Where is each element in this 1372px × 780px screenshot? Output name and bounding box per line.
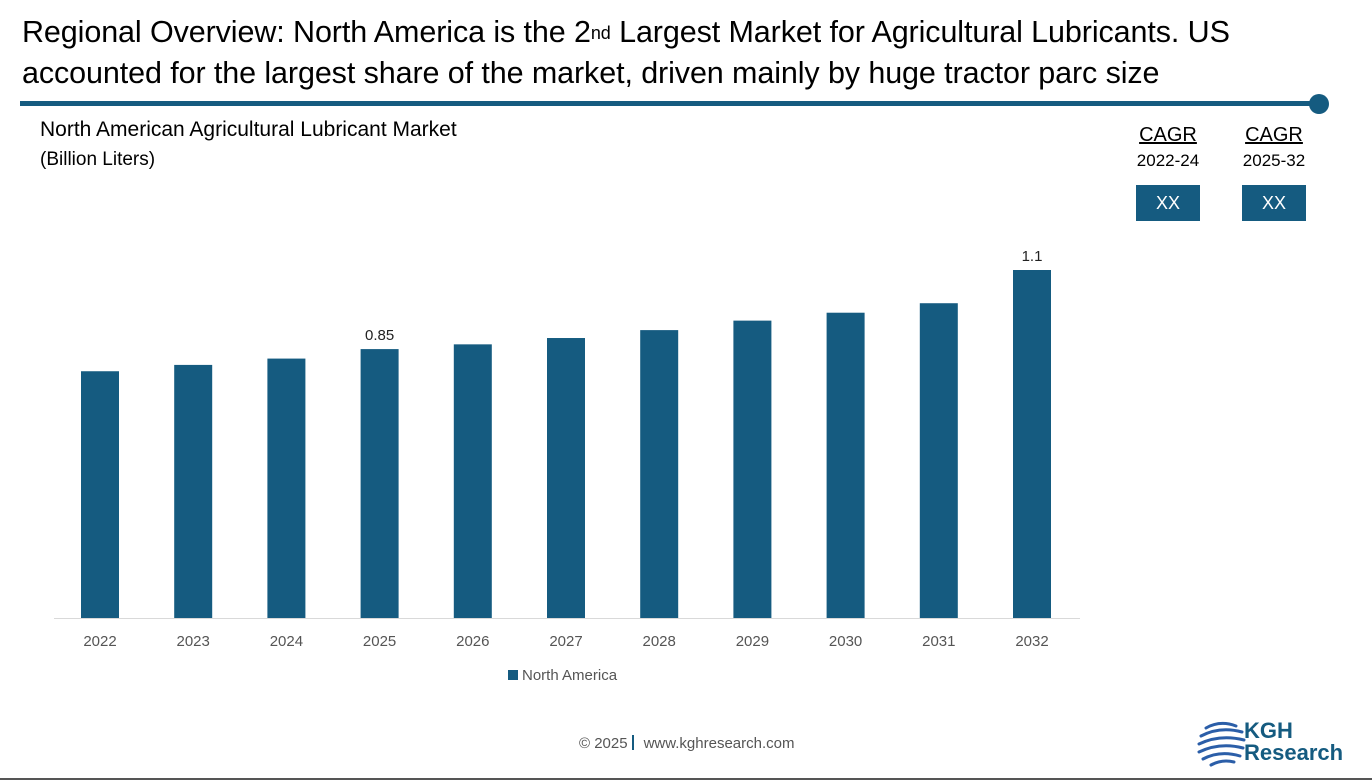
cagr-label: CAGR [1139, 124, 1197, 146]
x-tick-label: 2031 [922, 633, 955, 650]
cagr-block-2022-24: CAGR 2022-24 XX [1123, 124, 1213, 221]
bar-2028 [640, 330, 679, 618]
chart-title: North American Agricultural Lubricant Ma… [40, 118, 457, 141]
footer-separator [631, 735, 634, 750]
cagr-label: CAGR [1245, 124, 1303, 146]
footer: © 2025 www.kghresearch.com [579, 735, 794, 752]
kgh-globe-icon [1197, 721, 1246, 767]
x-tick-label: 2026 [456, 633, 489, 650]
headline-part2: Largest Market for Agricultural Lubrican… [22, 15, 1230, 90]
x-tick-label: 2032 [1015, 633, 1048, 650]
logo-line2: Research [1244, 740, 1344, 765]
cagr-period: 2025-32 [1242, 151, 1306, 170]
logo-line1: KGH [1244, 718, 1293, 743]
footer-url[interactable]: www.kghresearch.com [643, 735, 795, 752]
bar-2032 [1013, 270, 1051, 618]
bar-2026 [453, 344, 492, 618]
bar-2030 [826, 312, 865, 618]
logo-text: KGH Research [1244, 720, 1343, 764]
legend-label: North America [522, 667, 618, 684]
data-label: 0.85 [365, 327, 394, 344]
legend-swatch [508, 670, 518, 680]
x-tick-label: 2028 [643, 633, 676, 650]
x-tick-label: 2024 [270, 633, 303, 650]
x-tick-label: 2027 [549, 633, 582, 650]
cagr-block-2025-32: CAGR 2025-32 XX [1229, 124, 1319, 221]
footer-copyright: © 2025 [579, 735, 628, 752]
x-tick-label: 2022 [83, 633, 116, 650]
page-headline: Regional Overview: North America is the … [22, 12, 1367, 94]
cagr-value-box: XX [1242, 185, 1306, 221]
cagr-value-box: XX [1136, 185, 1200, 221]
bar-2029 [733, 320, 772, 618]
bar-2023 [174, 364, 213, 618]
x-tick-label: 2030 [829, 633, 862, 650]
bottom-border [0, 778, 1372, 780]
headline-part1: Regional Overview: North America is the … [22, 15, 591, 49]
headline-superscript: nd [590, 23, 611, 43]
headline-divider [20, 101, 1320, 106]
divider-dot [1309, 94, 1329, 114]
bar-2024 [267, 358, 306, 618]
bar-2031 [919, 303, 958, 618]
bar-2025 [360, 349, 399, 618]
x-tick-label: 2023 [177, 633, 210, 650]
data-label: 1.1 [1022, 248, 1043, 265]
bar-2027 [547, 338, 585, 618]
chart-subtitle: (Billion Liters) [40, 149, 156, 170]
cagr-period: 2022-24 [1136, 151, 1200, 170]
bar-2022 [81, 371, 119, 618]
x-tick-label: 2025 [363, 633, 396, 650]
x-tick-label: 2029 [736, 633, 769, 650]
